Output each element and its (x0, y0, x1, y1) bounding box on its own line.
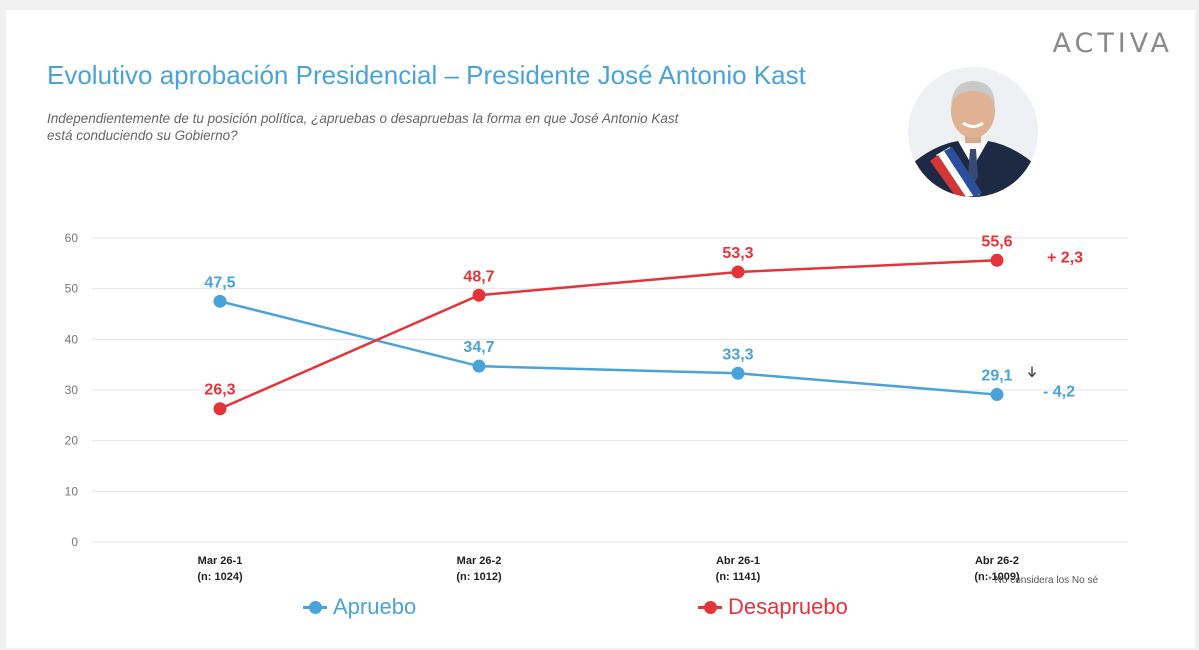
data-point (731, 265, 745, 279)
change-label-desapruebo: + 2,3 (1047, 249, 1083, 266)
page-subtitle: Independientemente de tu posición políti… (47, 111, 679, 143)
data-label: 34,7 (463, 339, 494, 356)
y-tick-label: 60 (65, 231, 79, 245)
y-tick-label: 20 (65, 434, 79, 448)
legend-desapruebo-label: Desapruebo (728, 594, 848, 619)
data-point (472, 288, 486, 302)
data-label: 53,3 (722, 245, 753, 262)
data-point (213, 294, 227, 308)
data-point (213, 402, 227, 416)
data-label: 55,6 (981, 233, 1012, 250)
y-tick-label: 40 (65, 332, 79, 346)
data-label: 29,1 (981, 368, 1012, 385)
x-tick-label: Abr 26-2 (975, 555, 1019, 567)
x-tick-sublabel: (n: 1141) (716, 571, 761, 583)
legend-apruebo-label: Apruebo (333, 594, 417, 619)
president-photo (908, 67, 1038, 197)
y-tick-label: 50 (65, 282, 79, 296)
data-label: 48,7 (463, 268, 494, 285)
x-tick-label: Mar 26-1 (198, 555, 243, 567)
data-point (990, 253, 1004, 267)
legend-apruebo-marker (303, 600, 327, 614)
y-tick-label: 0 (71, 535, 78, 549)
y-tick-label: 30 (65, 383, 79, 397)
legend-apruebo: Apruebo (303, 594, 416, 620)
data-label: 33,3 (722, 346, 753, 363)
data-point (990, 388, 1004, 402)
legend-desapruebo-marker (698, 600, 722, 614)
y-tick-label: 10 (65, 484, 79, 498)
footnote: * No considera los No sé (988, 575, 1099, 586)
data-point (472, 359, 486, 373)
x-tick-label: Mar 26-2 (457, 555, 502, 567)
x-tick-sublabel: (n: 1009) (974, 571, 1020, 583)
x-tick-sublabel: (n: 1012) (456, 571, 502, 583)
data-label: 26,3 (204, 382, 235, 399)
brand-logo: ACTIVA (1052, 28, 1173, 59)
change-label-apruebo: - 4,2 (1043, 384, 1075, 401)
data-label: 47,5 (204, 274, 235, 291)
page-title: Evolutivo aprobación Presidencial – Pres… (47, 60, 806, 90)
x-tick-label: Abr 26-1 (716, 555, 760, 567)
x-tick-sublabel: (n: 1024) (197, 571, 243, 583)
data-point (731, 366, 745, 380)
series-line-apruebo (219, 300, 998, 396)
down-arrow-icon (1028, 366, 1036, 378)
series-line-desapruebo (219, 259, 998, 410)
legend-desapruebo: Desapruebo (698, 594, 848, 620)
